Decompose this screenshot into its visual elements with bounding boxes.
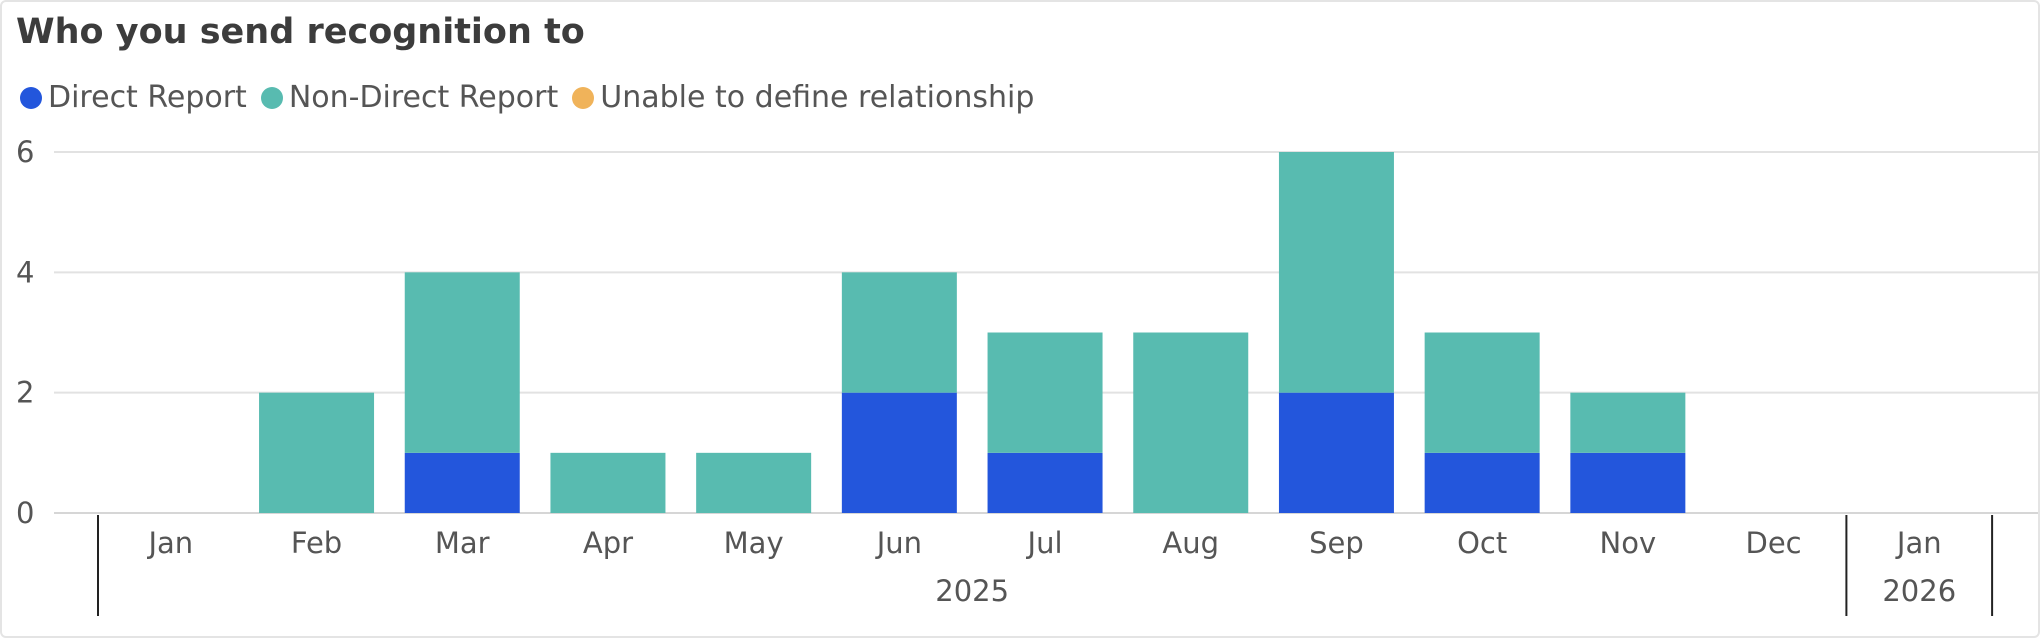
y-tick-label: 2 [16,376,34,410]
x-tick-label: Feb [291,526,342,560]
x-tick-label: Oct [1457,526,1507,560]
bar-segment[interactable] [1278,152,1394,393]
legend-item-non-direct-report[interactable]: Non-Direct Report [260,80,559,115]
bar-segment[interactable] [1570,452,1686,513]
legend: Direct Report Non-Direct Report Unable t… [20,80,1048,115]
x-tick-label: Jun [875,526,922,560]
x-tick-label: Apr [583,526,633,560]
legend-dot-icon [260,86,283,109]
legend-item-direct-report[interactable]: Direct Report [20,80,247,115]
x-group-label: 2025 [935,574,1009,608]
bar-segment[interactable] [987,332,1103,453]
y-tick-label: 0 [16,496,34,530]
legend-label: Unable to define relationship [600,80,1035,115]
x-group-label: 2026 [1882,574,1956,608]
x-tick-label: Dec [1745,526,1801,560]
bar-segment[interactable] [1570,392,1686,453]
legend-label: Non-Direct Report [288,80,559,115]
legend-item-unable-to-define[interactable]: Unable to define relationship [572,80,1034,115]
legend-dot-icon [572,86,595,109]
x-tick-label: May [724,526,784,560]
x-tick-label: Jul [1026,526,1063,560]
bar-segment[interactable] [1133,332,1249,514]
bar-segment[interactable] [987,452,1103,513]
bar-segment[interactable] [1278,392,1394,513]
x-tick-label: Jan [146,526,193,560]
bar-segment[interactable] [404,272,520,453]
bar-segment[interactable] [550,452,666,513]
legend-label: Direct Report [48,80,247,115]
x-tick-label: Sep [1309,526,1364,560]
y-tick-label: 4 [16,255,34,289]
x-tick-label: Mar [435,526,490,560]
bar-segment[interactable] [259,392,375,513]
bar-segment[interactable] [1424,332,1540,453]
x-tick-label: Jan [1895,526,1942,560]
bar-segment[interactable] [696,452,812,513]
bar-segment[interactable] [1424,452,1540,513]
bar-segment[interactable] [404,452,520,513]
chart-title: Who you send recognition to [16,12,585,52]
x-tick-label: Aug [1162,526,1219,560]
bar-segment[interactable] [841,272,957,393]
x-tick-label: Nov [1600,526,1657,560]
legend-dot-icon [20,86,42,109]
y-tick-label: 6 [16,135,34,169]
bar-segment[interactable] [841,392,957,513]
